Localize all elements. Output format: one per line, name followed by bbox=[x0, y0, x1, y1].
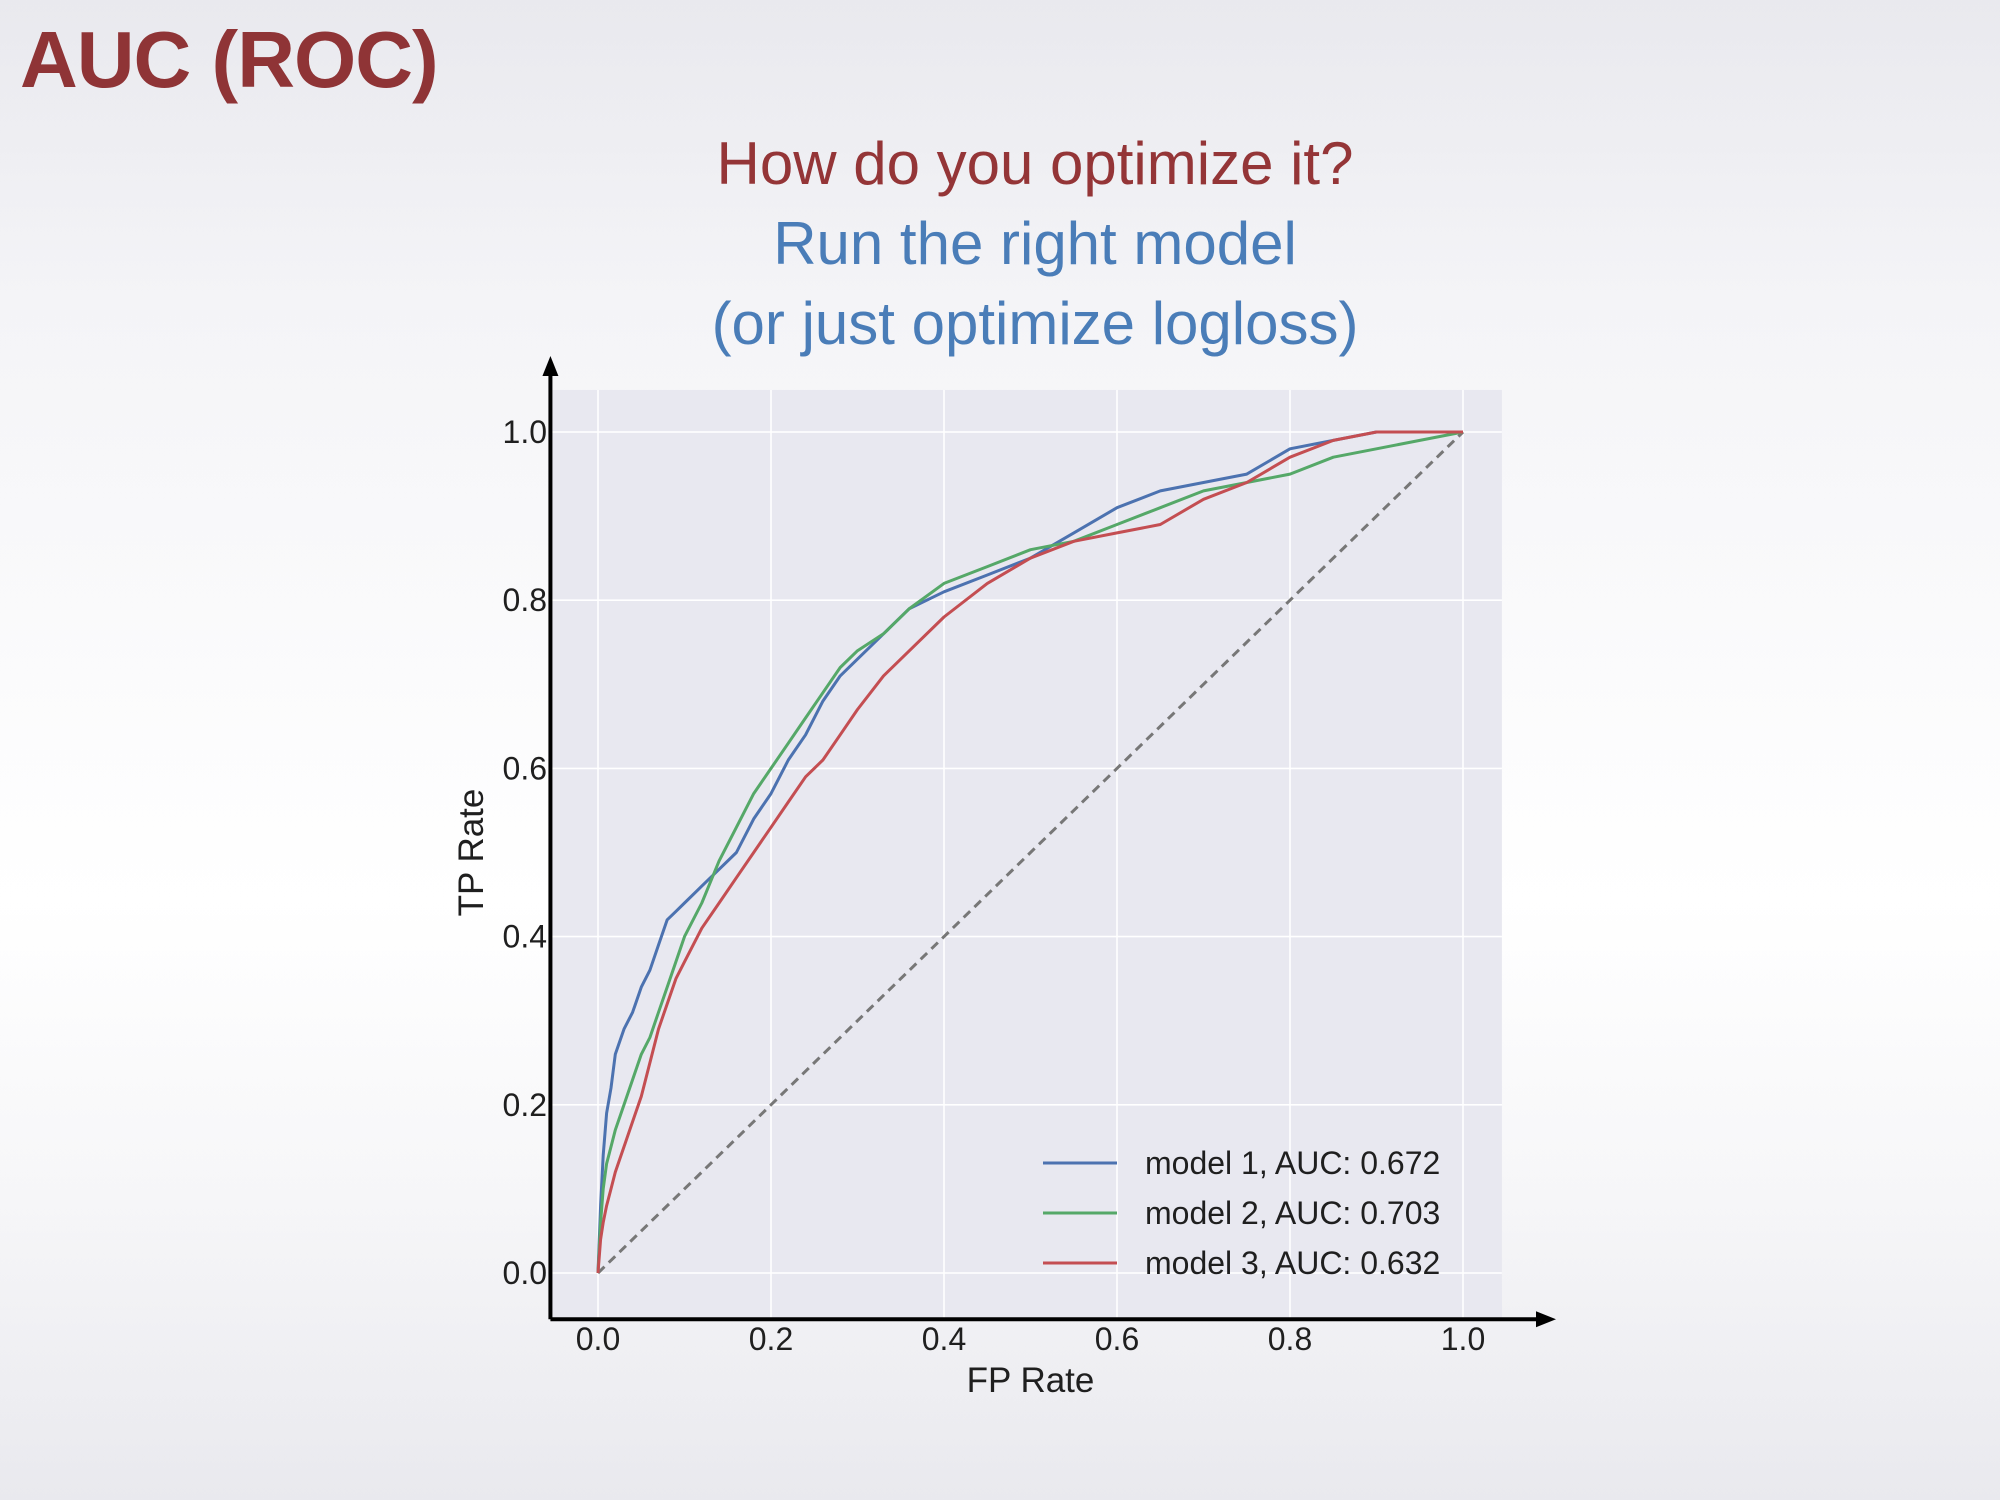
x-tick-label: 0.6 bbox=[1095, 1321, 1139, 1357]
series-line-model-1 bbox=[596, 430, 1463, 1274]
legend-label-model-2: model 2, AUC: 0.703 bbox=[1145, 1195, 1440, 1231]
y-axis-label: TP Rate bbox=[452, 789, 491, 917]
y-tick-label: 0.4 bbox=[503, 919, 547, 955]
x-tick-label: 0.4 bbox=[922, 1321, 966, 1357]
y-tick-label: 0.8 bbox=[503, 582, 547, 618]
slide-answer-line-2: (or just optimize logloss) bbox=[711, 290, 1359, 357]
y-tick-label: 0.0 bbox=[503, 1255, 547, 1291]
slide-answer-line-1: Run the right model bbox=[773, 210, 1297, 277]
x-tick-label: 0.8 bbox=[1268, 1321, 1312, 1357]
x-axis-arrow bbox=[1536, 1311, 1556, 1328]
legend-label-model-1: model 1, AUC: 0.672 bbox=[1145, 1145, 1440, 1181]
slide-title: AUC (ROC) bbox=[20, 15, 439, 104]
legend-label-model-3: model 3, AUC: 0.632 bbox=[1145, 1245, 1440, 1281]
y-tick-label: 0.6 bbox=[503, 750, 547, 786]
x-axis-label: FP Rate bbox=[967, 1361, 1095, 1400]
x-tick-label: 0.2 bbox=[749, 1321, 793, 1357]
series-line-model-2 bbox=[596, 430, 1464, 1274]
x-tick-label: 1.0 bbox=[1441, 1321, 1485, 1357]
y-tick-label: 1.0 bbox=[503, 414, 547, 450]
x-tick-label: 0.0 bbox=[576, 1321, 620, 1357]
series-line-model-3 bbox=[596, 430, 1463, 1274]
slide-question: How do you optimize it? bbox=[716, 130, 1354, 197]
chance-diagonal-line bbox=[596, 430, 1465, 1275]
y-tick-label: 0.2 bbox=[503, 1087, 547, 1123]
y-axis-arrow bbox=[542, 356, 559, 376]
